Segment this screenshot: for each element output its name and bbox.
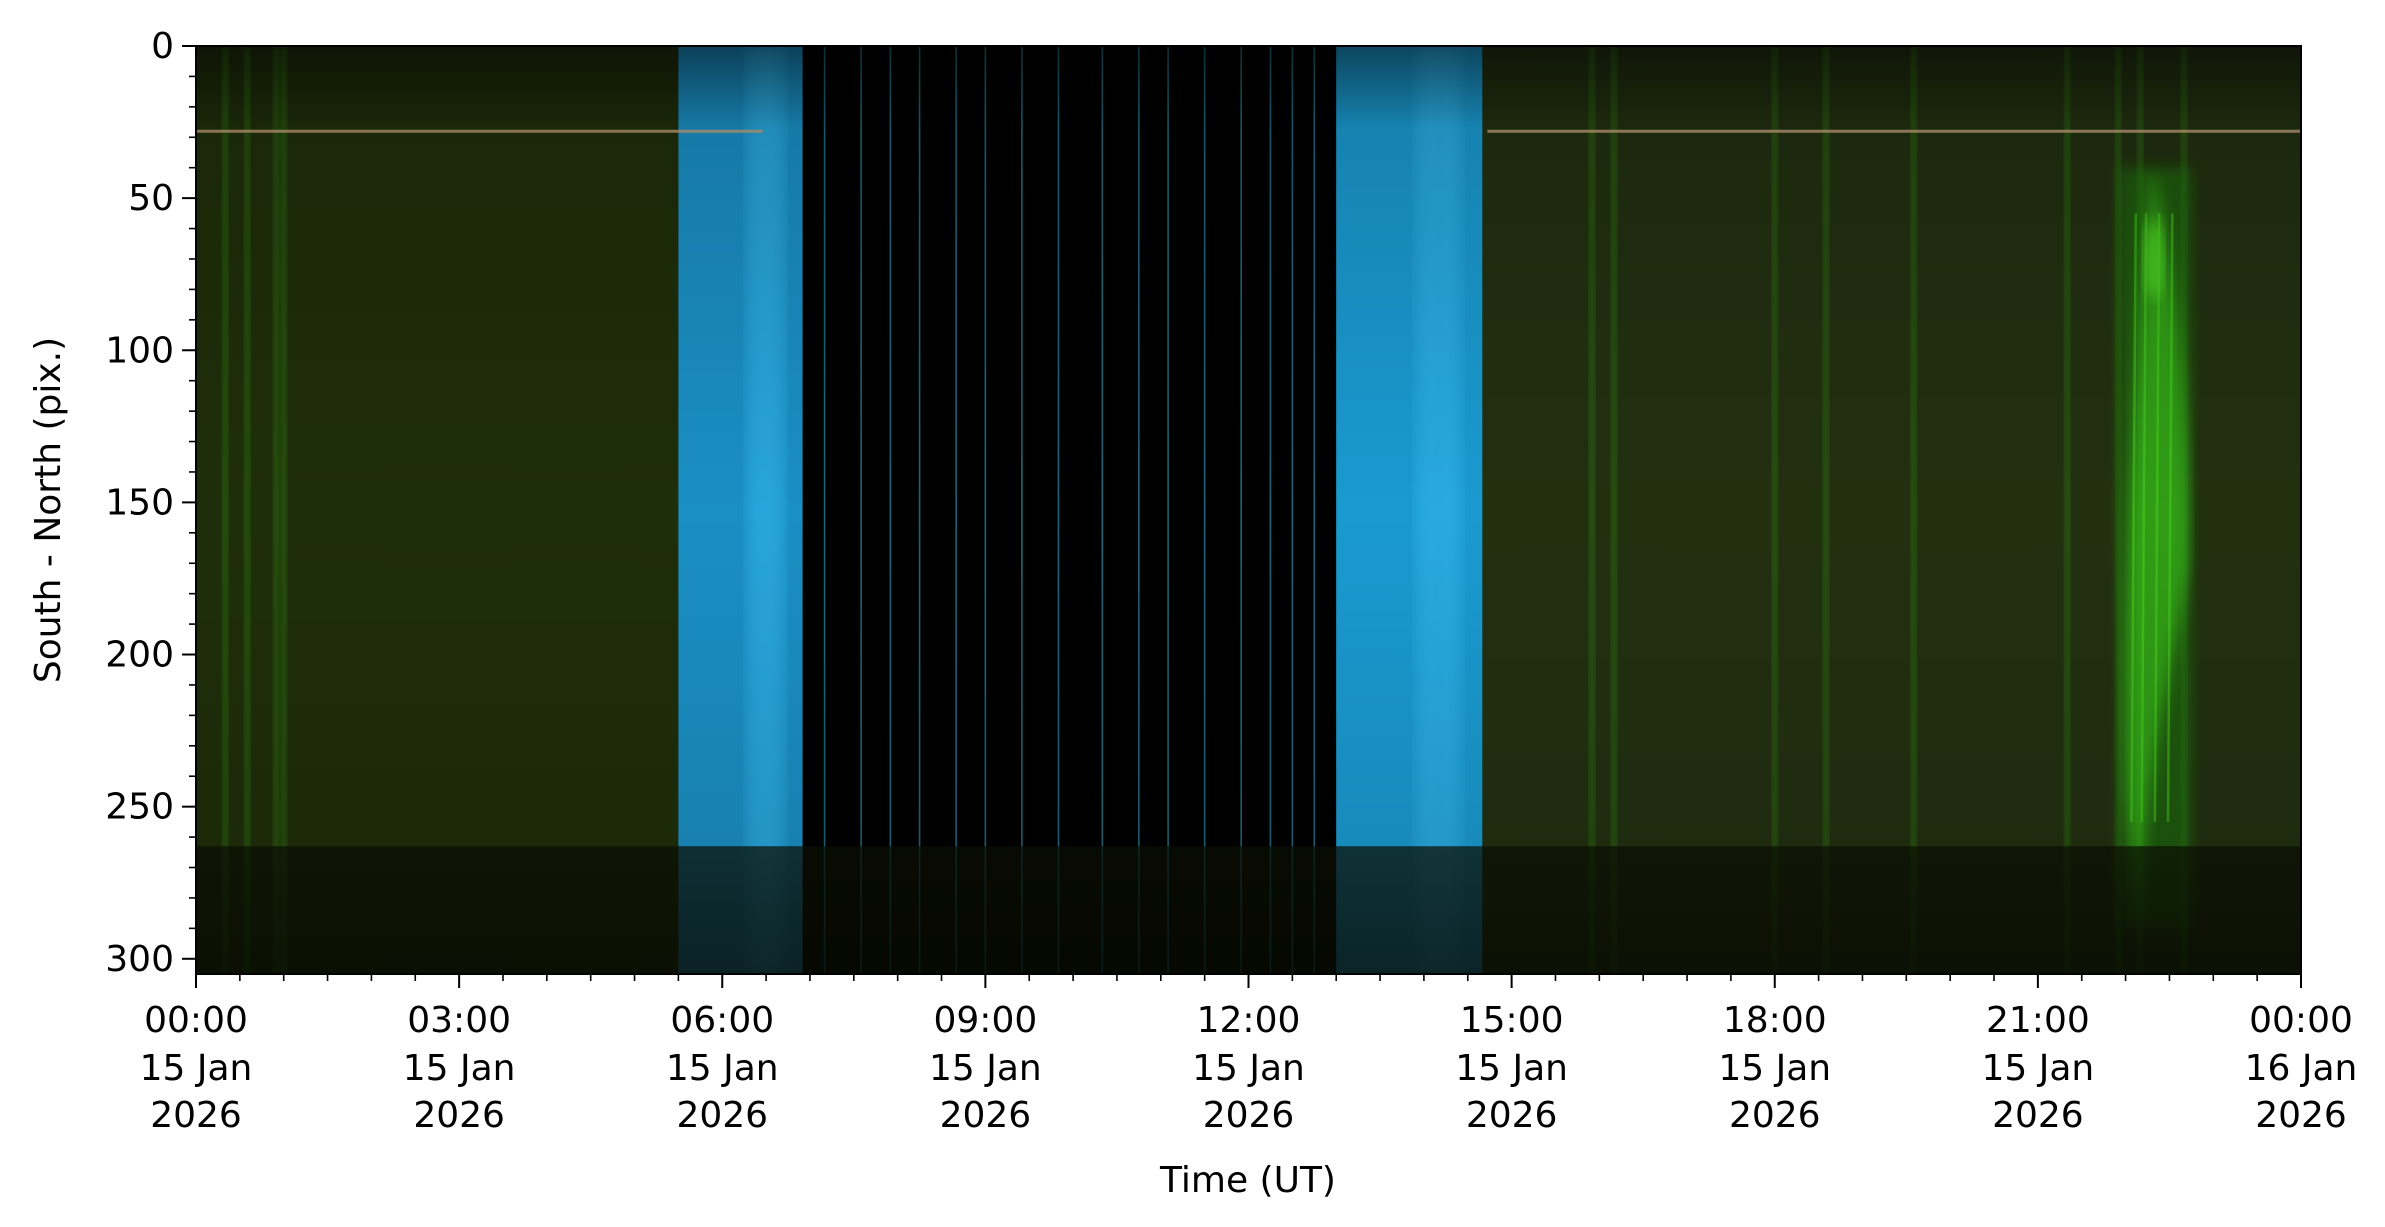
x-axis-ticks: 00:00 15 Jan 2026 03:00 15 Jan 2026 06:00 15 Ja… <box>140 974 2358 1136</box>
x-tick-label-time: 21:00 <box>1986 1000 2090 1041</box>
x-tick-label-time: 00:00 <box>2249 1000 2353 1041</box>
x-tick-label-time: 09:00 <box>934 1000 1038 1041</box>
x-tick-label-year: 2026 <box>1729 1095 1821 1136</box>
x-tick-label-time: 15:00 <box>1460 1000 1564 1041</box>
x-tick-label-date: 15 Jan <box>1982 1048 2095 1089</box>
vertical-shading <box>196 46 2301 974</box>
y-axis-ticks: 0 50 100 150 200 250 300 <box>105 26 196 980</box>
x-tick-label-date: 15 Jan <box>666 1048 779 1089</box>
y-tick-label: 300 <box>105 939 174 980</box>
x-tick-label-time: 12:00 <box>1197 1000 1301 1041</box>
x-tick-label-year: 2026 <box>1992 1095 2084 1136</box>
y-tick-label: 150 <box>105 482 174 523</box>
x-tick-label-year: 2026 <box>676 1095 768 1136</box>
x-tick-label-time: 00:00 <box>144 1000 248 1041</box>
x-tick-label-date: 15 Jan <box>929 1048 1042 1089</box>
x-tick-label-time: 06:00 <box>670 1000 774 1041</box>
x-tick-label-date: 15 Jan <box>1455 1048 1568 1089</box>
x-tick-label-year: 2026 <box>413 1095 505 1136</box>
y-tick-label: 100 <box>105 330 174 371</box>
x-tick-label-year: 2026 <box>150 1095 242 1136</box>
x-tick-label-year: 2026 <box>1466 1095 1558 1136</box>
x-tick-label-date: 16 Jan <box>2245 1048 2358 1089</box>
x-tick-label-year: 2026 <box>940 1095 1032 1136</box>
x-tick-label-year: 2026 <box>2255 1095 2347 1136</box>
x-tick-label-year: 2026 <box>1203 1095 1295 1136</box>
keogram-plot-area <box>196 46 2301 974</box>
x-tick-label-date: 15 Jan <box>1718 1048 1831 1089</box>
y-tick-label: 250 <box>105 787 174 828</box>
x-tick-label-time: 18:00 <box>1723 1000 1827 1041</box>
y-tick-label: 0 <box>151 26 174 67</box>
x-tick-label-date: 15 Jan <box>403 1048 516 1089</box>
x-tick-label-date: 15 Jan <box>140 1048 253 1089</box>
y-tick-label: 50 <box>128 178 174 219</box>
x-tick-label-date: 15 Jan <box>1192 1048 1305 1089</box>
y-tick-label: 200 <box>105 635 174 676</box>
x-tick-label-time: 03:00 <box>407 1000 511 1041</box>
x-axis-label: Time (UT) <box>1159 1160 1336 1201</box>
y-axis-label: South - North (pix.) <box>28 337 69 683</box>
